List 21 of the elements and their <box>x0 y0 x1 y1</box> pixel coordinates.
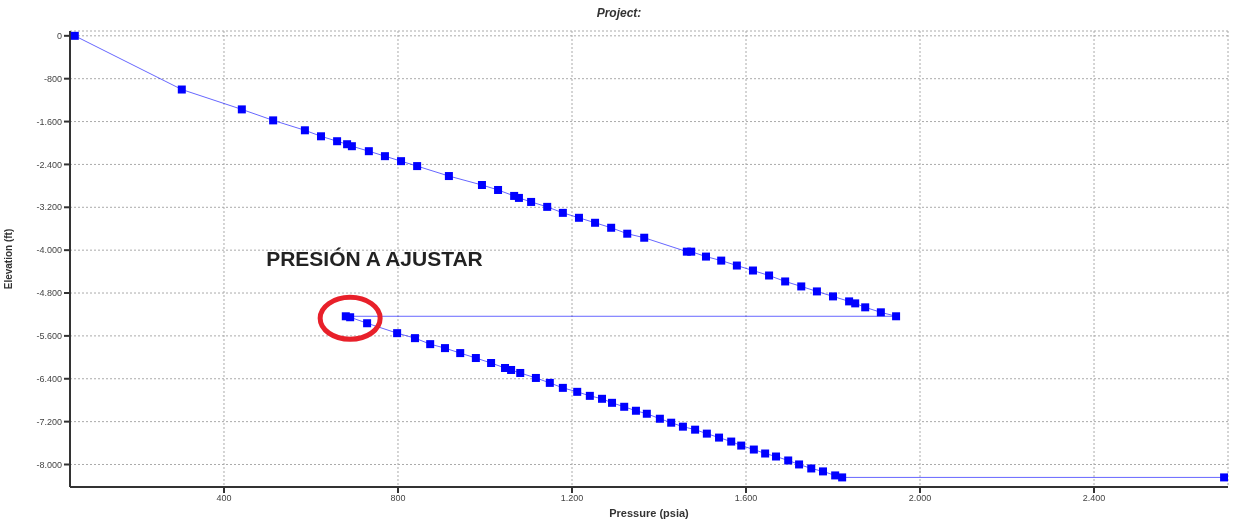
y-tick-label: -800 <box>43 73 62 84</box>
y-tick-label: -6.400 <box>36 373 62 384</box>
y-tick-label: -4.800 <box>36 288 62 299</box>
x-tick-label: 2.000 <box>908 493 932 504</box>
x-axis-title: Pressure (psia) <box>609 507 690 519</box>
y-tick-label: -4.000 <box>36 245 62 256</box>
x-tick-label: 1.600 <box>734 493 758 504</box>
x-tick-label: 800 <box>390 493 406 504</box>
chart-title: Project: <box>595 6 643 20</box>
annotation: PRESIÓN A AJUSTAR <box>266 247 483 271</box>
y-tick-label: -3.200 <box>36 202 62 213</box>
y-tick-label: -5.600 <box>36 331 62 342</box>
y-tick-label: 0 <box>56 31 62 42</box>
x-tick-label: 2.400 <box>1082 493 1106 504</box>
y-tick-label: -8.000 <box>36 459 62 470</box>
x-tick-label: 400 <box>216 493 232 504</box>
y-axis-title: Elevation (ft) <box>2 228 14 290</box>
y-tick-label: -7.200 <box>36 416 62 427</box>
x-tick-label: 1.200 <box>560 493 584 504</box>
y-tick-label: -1.600 <box>36 116 62 127</box>
y-tick-label: -2.400 <box>36 159 62 170</box>
